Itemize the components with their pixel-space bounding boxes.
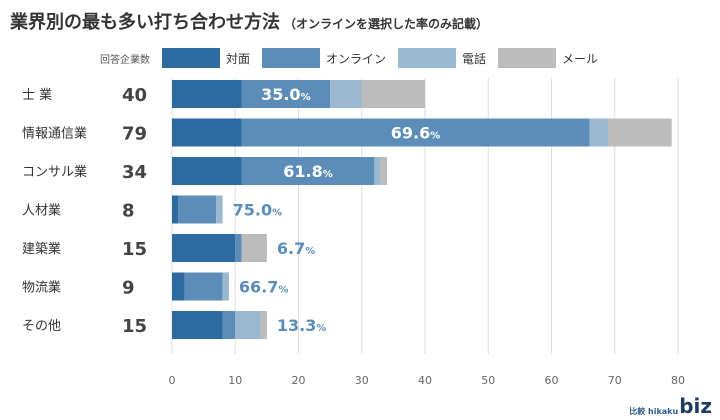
x-tick-label: 0	[169, 374, 176, 387]
hikaku-biz-logo: 比較 hikaku biz	[629, 396, 712, 416]
x-tick-label: 80	[671, 374, 685, 387]
bar-segment-phone	[330, 80, 362, 108]
x-tick-label: 20	[292, 374, 306, 387]
logo-big-text: biz	[679, 394, 712, 418]
bar-segment-face-to-face	[172, 311, 223, 339]
bar-segment-email	[241, 234, 267, 262]
legend-item-email: メール	[498, 48, 598, 68]
category-label: 物流業	[22, 280, 61, 296]
legend-label-online: オンライン	[326, 51, 387, 66]
online-rate-label: 61.8%	[283, 162, 333, 181]
title-subtitle: （オンラインを選択した率のみ記載）	[284, 17, 489, 31]
response-count: 40	[122, 85, 147, 106]
bar-segment-online	[178, 195, 217, 224]
bar-segment-email	[380, 157, 388, 185]
bar-segment-face-to-face	[172, 195, 179, 224]
legend-item-phone: 電話	[398, 48, 486, 68]
online-rate-label: 35.0%	[261, 85, 311, 104]
response-count: 15	[122, 316, 147, 337]
legend-label-face-to-face: 対面	[226, 51, 251, 66]
bar-segment-face-to-face	[172, 272, 185, 301]
bar-segment-face-to-face	[172, 234, 236, 262]
legend-item-face-to-face: 対面	[162, 48, 250, 68]
legend: 回答企業数 対面 オンライン 電話 メール	[100, 48, 610, 68]
category-label: 建築業	[22, 241, 61, 257]
bar-segment-phone	[589, 118, 609, 147]
legend-swatch-online	[262, 48, 321, 68]
bar-segment-online	[235, 234, 242, 262]
bar-segment-online	[184, 272, 223, 301]
bar-segment-face-to-face	[172, 80, 242, 108]
bar-segment-phone	[235, 311, 261, 339]
legend-swatch-face-to-face	[162, 48, 220, 68]
chart-title: 業界別の最も多い打ち合わせ方法 （オンラインを選択した率のみ記載）	[10, 8, 488, 34]
bar-segment-online	[241, 118, 590, 147]
legend-label-phone: 電話	[462, 51, 487, 66]
response-count: 9	[122, 278, 135, 299]
x-tick-label: 30	[355, 374, 369, 387]
bar-segment-email	[608, 118, 672, 147]
online-rate-label: 69.6%	[391, 124, 441, 143]
bar-segment-phone	[222, 272, 229, 301]
bar-segment-online	[222, 311, 236, 339]
logo-small-text: 比較 hikaku	[629, 407, 679, 416]
online-rate-label: 6.7%	[277, 239, 315, 258]
bar-segment-face-to-face	[172, 157, 242, 185]
bar-segment-phone	[216, 195, 223, 224]
category-label: 情報通信業	[22, 126, 87, 142]
x-tick-label: 10	[228, 374, 242, 387]
x-tick-label: 70	[608, 374, 622, 387]
online-rate-label: 75.0%	[233, 201, 283, 220]
response-count: 34	[122, 162, 147, 183]
bar-segment-face-to-face	[172, 118, 242, 147]
category-label: 士 業	[22, 87, 52, 103]
x-tick-label: 40	[418, 374, 432, 387]
category-label: 人材業	[22, 203, 61, 219]
legend-swatch-phone	[398, 48, 457, 68]
bar-segment-email	[260, 311, 267, 339]
x-tick-label: 60	[545, 374, 559, 387]
legend-swatch-email	[498, 48, 557, 68]
response-count: 8	[122, 201, 135, 222]
bar-segment-phone	[374, 157, 381, 185]
online-rate-label: 66.7%	[239, 278, 289, 297]
title-main: 業界別の最も多い打ち合わせ方法	[10, 12, 280, 33]
legend-label-email: メール	[562, 51, 599, 66]
legend-item-online: オンライン	[262, 48, 386, 68]
category-label: その他	[22, 319, 61, 334]
online-rate-label: 13.3%	[277, 316, 327, 335]
bar-segment-online	[241, 157, 375, 185]
response-count: 15	[122, 239, 147, 260]
bar-segment-email	[361, 80, 425, 108]
count-column-label: 回答企業数	[100, 54, 150, 66]
bar-segment-online	[241, 80, 331, 108]
response-count: 79	[122, 124, 147, 145]
x-tick-label: 50	[481, 374, 495, 387]
category-label: コンサル業	[22, 164, 87, 180]
